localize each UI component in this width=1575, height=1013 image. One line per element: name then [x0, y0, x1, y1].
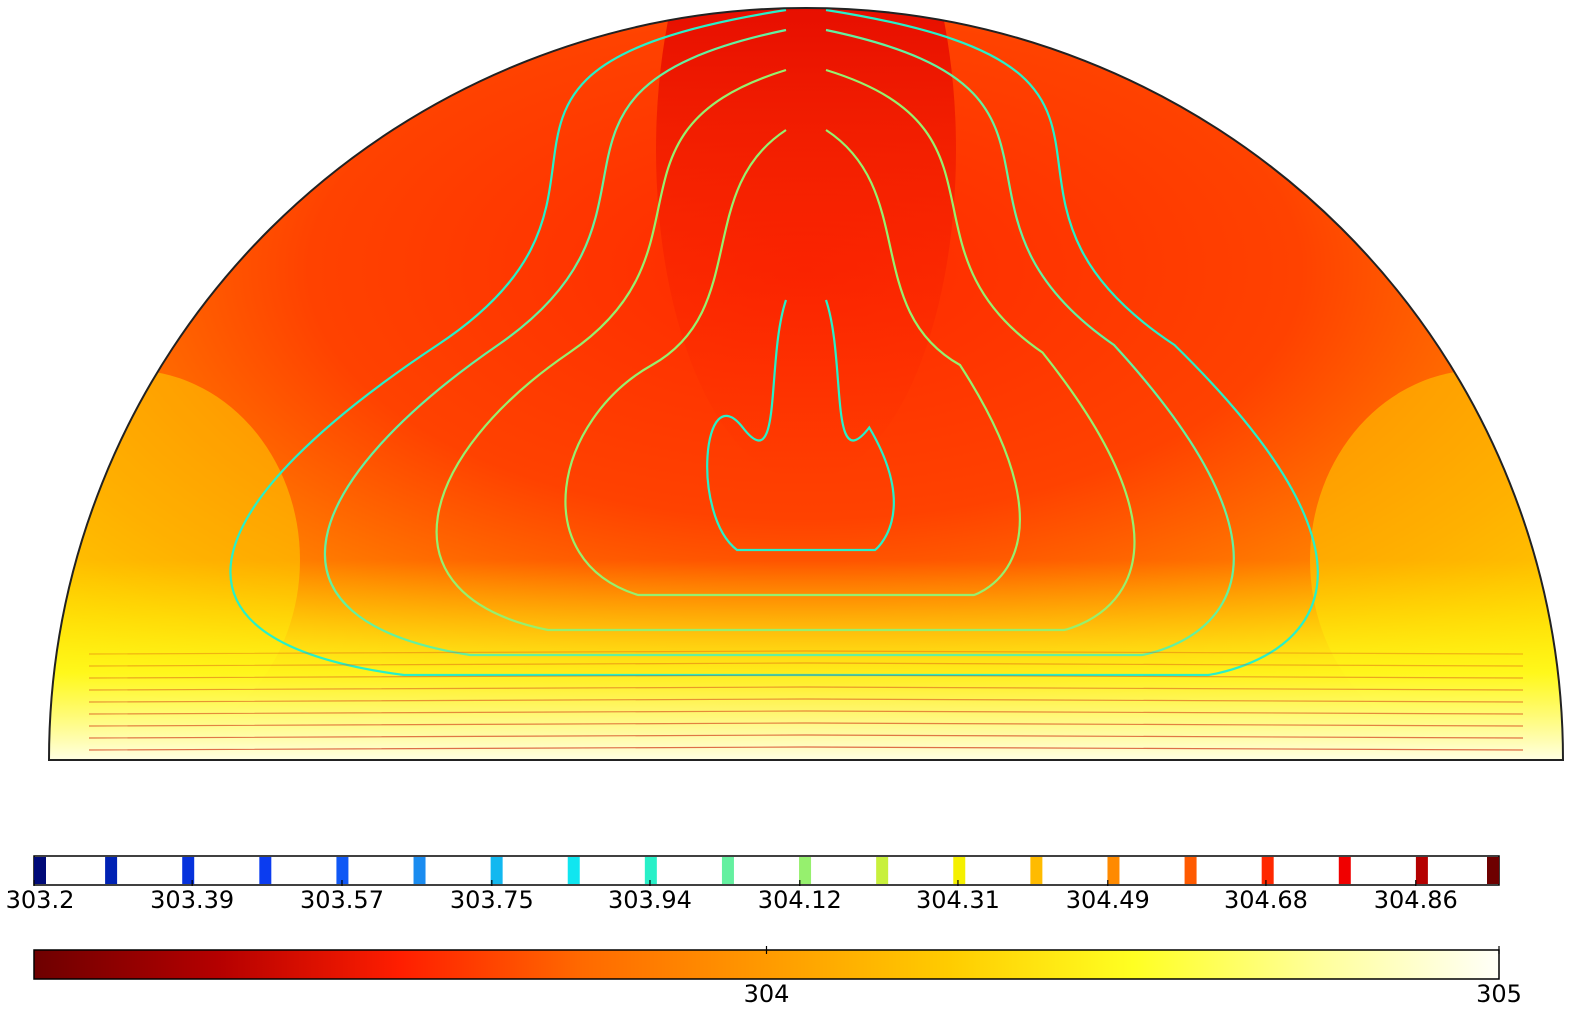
contour-level-swatch	[182, 857, 195, 884]
contour-tick-label: 304.12	[758, 886, 842, 914]
contour-line	[564, 129, 1021, 597]
contour-line	[706, 299, 895, 552]
contour-tick-label: 303.39	[150, 886, 234, 914]
contour-level-swatch	[1338, 857, 1351, 884]
color-legend-ticks: 304 305	[744, 946, 1522, 1008]
contour-line	[229, 8, 1319, 677]
contour-legend-frame	[33, 855, 1500, 886]
contour-tick-label: 304.49	[1066, 886, 1150, 914]
semicircle-outline	[47, 7, 1565, 761]
contour-level-swatch	[413, 857, 426, 884]
contour-legend-swatches	[34, 857, 1499, 884]
contour-level-swatch	[1261, 857, 1274, 884]
contour-level-swatch	[259, 857, 272, 884]
contour-level-swatch	[567, 857, 580, 884]
semicircle-domain	[49, 8, 1563, 760]
contour-level-swatch	[1107, 857, 1120, 884]
contour-level-swatch	[336, 857, 349, 884]
contour-level-swatch	[1184, 857, 1197, 884]
color-legend-bar	[33, 949, 1500, 980]
color-tick-label: 305	[1476, 980, 1522, 1008]
field-bottom-band	[49, 560, 1563, 760]
contour-level-swatch	[490, 857, 503, 884]
contour-level-swatch	[34, 857, 46, 884]
color-legend: 304 305	[33, 946, 1522, 1008]
contour-tick-label: 304.68	[1224, 886, 1308, 914]
field-core	[656, 8, 956, 480]
contour-level-swatch	[799, 857, 812, 884]
contour-legend: 303.2 303.39 303.57 303.75 303.94 304.12 304.3…	[6, 855, 1500, 914]
contour-line	[435, 68, 1136, 632]
contour-level-swatch	[721, 857, 734, 884]
contour-level-swatch	[105, 857, 118, 884]
color-tick-label: 304	[744, 980, 790, 1008]
contour-line	[323, 28, 1235, 657]
contour-legend-ticks: 303.2 303.39 303.57 303.75 303.94 304.12 304.3…	[6, 880, 1458, 914]
contour-level-swatch	[644, 857, 657, 884]
contour-tick-label: 303.57	[300, 886, 384, 914]
contour-tick-label: 304.31	[916, 886, 1000, 914]
contour-level-swatch	[953, 857, 966, 884]
contour-level-swatch	[876, 857, 889, 884]
contour-tick-label: 303.2	[6, 886, 75, 914]
contour-tick-label: 303.94	[608, 886, 692, 914]
contour-level-swatch	[1487, 857, 1499, 884]
contour-level-swatch	[1030, 857, 1043, 884]
contour-level-swatch	[1415, 857, 1428, 884]
contour-tick-label: 304.86	[1374, 886, 1458, 914]
contour-tick-label: 303.75	[450, 886, 534, 914]
